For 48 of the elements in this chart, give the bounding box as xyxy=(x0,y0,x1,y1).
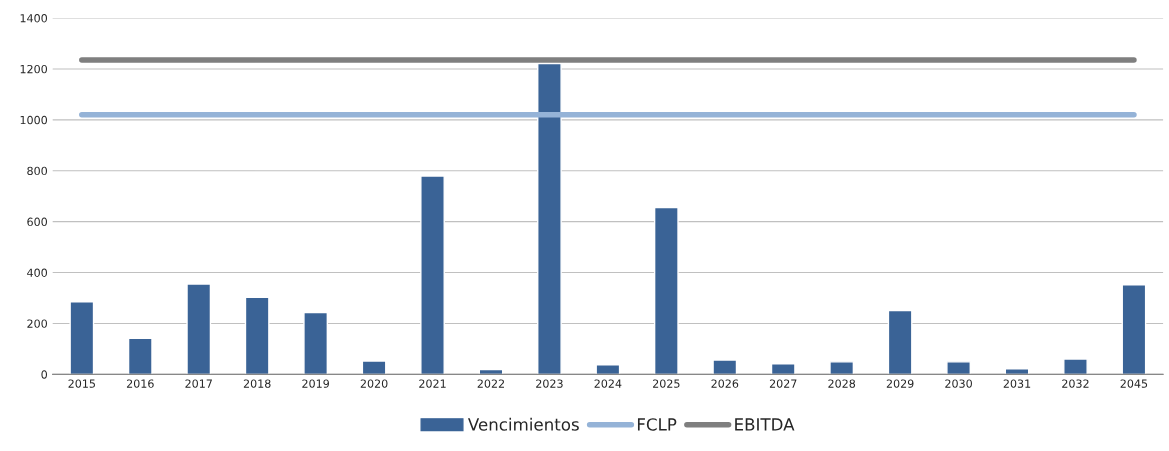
bar xyxy=(946,361,971,375)
bar xyxy=(1121,284,1147,375)
bar xyxy=(595,364,621,375)
bar xyxy=(127,337,153,375)
x-tick-label: 2025 xyxy=(653,379,680,388)
bar xyxy=(420,175,445,375)
bar xyxy=(537,62,562,375)
bar xyxy=(69,301,95,375)
bar xyxy=(829,361,855,375)
bar xyxy=(186,283,212,375)
x-tick-label: 2032 xyxy=(1062,379,1089,388)
y-tick-label: 400 xyxy=(27,268,48,277)
x-tick-label: 2019 xyxy=(302,379,329,388)
bar xyxy=(770,363,796,375)
x-tick-label: 2027 xyxy=(769,379,797,388)
y-tick-label: 0 xyxy=(41,370,48,379)
y-tick-label: 800 xyxy=(27,166,48,176)
bar xyxy=(244,296,270,375)
x-tick-label: 2022 xyxy=(477,379,505,388)
bar xyxy=(712,359,738,375)
legend-label: FCLP xyxy=(637,418,677,431)
x-tick-label: 2024 xyxy=(594,379,622,388)
bar xyxy=(303,311,329,375)
x-tick-label: 2021 xyxy=(419,379,446,388)
y-tick-label: 1000 xyxy=(20,115,48,125)
legend-label: Vencimientos xyxy=(467,417,579,431)
x-tick-label: 2016 xyxy=(126,379,154,388)
x-tick-label: 2045 xyxy=(1120,379,1148,388)
y-tick-label: 1200 xyxy=(20,64,48,74)
legend-label: EBITDA xyxy=(735,418,795,431)
bar xyxy=(887,309,913,375)
bar xyxy=(1004,368,1030,375)
x-tick-label: 2031 xyxy=(1003,379,1031,388)
x-tick-label: 2030 xyxy=(945,379,972,388)
x-tick-label: 2023 xyxy=(536,379,563,388)
x-tick-label: 2018 xyxy=(243,379,271,388)
x-tick-label: 2026 xyxy=(711,379,739,388)
x-tick-label: 2028 xyxy=(828,379,856,388)
x-tick-label: 2017 xyxy=(185,379,212,388)
x-tick-label: 2015 xyxy=(68,379,95,388)
x-tick-label: 2029 xyxy=(886,379,914,388)
bar xyxy=(1063,358,1088,375)
y-tick-label: 200 xyxy=(27,319,48,328)
bar xyxy=(361,360,387,375)
bar xyxy=(653,206,679,375)
y-tick-label: 1400 xyxy=(20,14,48,23)
x-tick-label: 2020 xyxy=(360,379,388,388)
y-tick-label: 600 xyxy=(27,217,48,227)
